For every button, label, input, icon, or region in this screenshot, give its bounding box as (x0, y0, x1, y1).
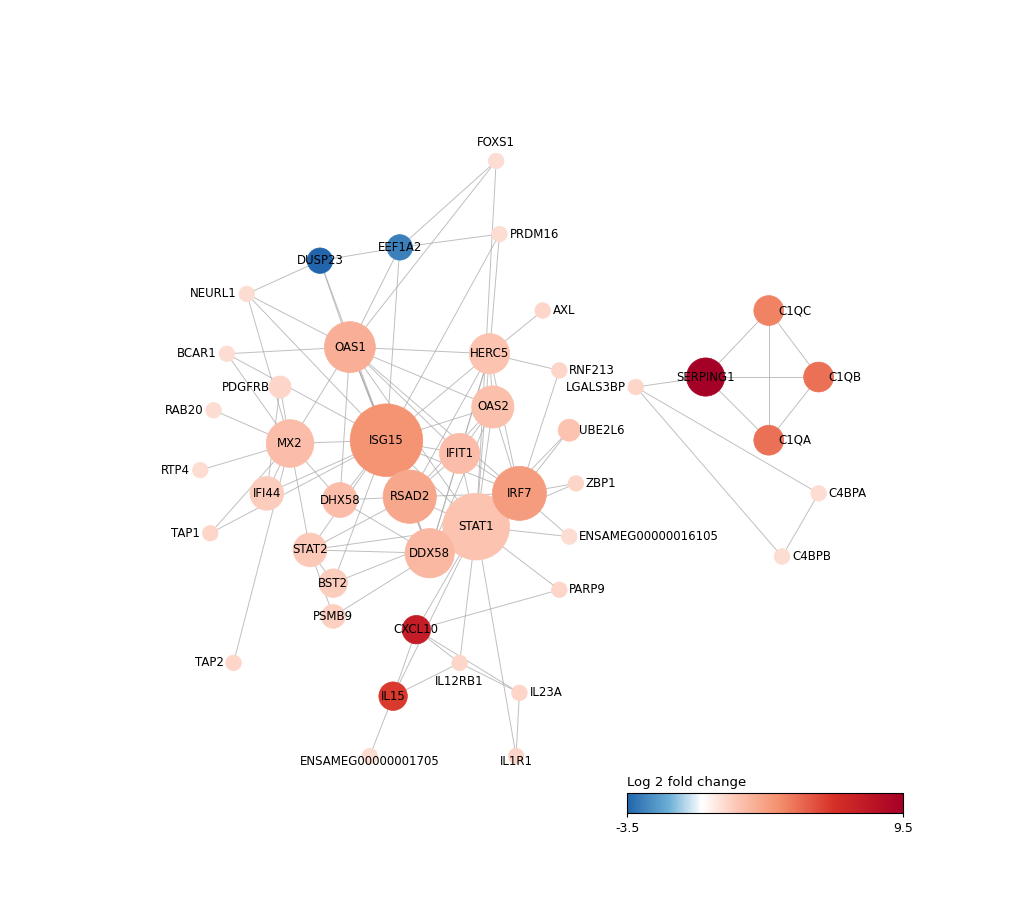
Circle shape (551, 363, 567, 378)
Text: STAT2: STAT2 (291, 543, 327, 557)
Text: BST2: BST2 (318, 577, 347, 590)
Text: RTP4: RTP4 (161, 463, 191, 477)
Circle shape (686, 358, 723, 396)
Circle shape (551, 582, 567, 597)
Text: C1QA: C1QA (777, 434, 811, 446)
Circle shape (810, 486, 825, 501)
Text: OAS2: OAS2 (477, 401, 508, 413)
Circle shape (773, 549, 789, 564)
Circle shape (319, 569, 347, 597)
Text: DDX58: DDX58 (409, 547, 449, 559)
Text: C1QC: C1QC (777, 304, 811, 317)
Circle shape (307, 248, 332, 273)
Circle shape (378, 682, 407, 710)
Circle shape (225, 656, 242, 671)
Text: PDGFRB: PDGFRB (222, 381, 270, 393)
Text: OAS1: OAS1 (333, 340, 366, 354)
Circle shape (405, 529, 453, 578)
Circle shape (383, 470, 436, 524)
Text: C1QB: C1QB (827, 371, 861, 383)
Circle shape (401, 615, 430, 644)
Text: HERC5: HERC5 (470, 348, 508, 360)
Text: SERPING1: SERPING1 (676, 371, 734, 383)
Circle shape (803, 362, 833, 392)
Circle shape (250, 477, 283, 510)
Circle shape (321, 604, 344, 629)
Circle shape (350, 404, 422, 477)
Text: PSMB9: PSMB9 (313, 610, 353, 623)
Circle shape (628, 379, 643, 395)
Circle shape (238, 286, 255, 302)
Circle shape (492, 466, 546, 520)
Circle shape (202, 525, 218, 541)
Text: DHX58: DHX58 (319, 494, 360, 506)
Text: PRDM16: PRDM16 (508, 227, 558, 241)
Text: STAT1: STAT1 (458, 520, 493, 533)
Circle shape (469, 334, 510, 374)
Text: BCAR1: BCAR1 (177, 348, 217, 360)
Circle shape (324, 321, 375, 373)
Text: EEF1A2: EEF1A2 (377, 241, 422, 254)
Text: C4BPA: C4BPA (827, 487, 866, 500)
Text: IL12RB1: IL12RB1 (435, 675, 483, 688)
Circle shape (753, 295, 783, 325)
Text: CXCL10: CXCL10 (393, 623, 438, 636)
Circle shape (292, 533, 326, 567)
Circle shape (362, 748, 377, 764)
Text: RAB20: RAB20 (165, 404, 204, 417)
Circle shape (507, 748, 524, 764)
Circle shape (219, 346, 234, 362)
Circle shape (488, 154, 503, 169)
Text: IL1R1: IL1R1 (499, 755, 532, 768)
Circle shape (471, 386, 514, 428)
Circle shape (269, 376, 290, 398)
Text: UBE2L6: UBE2L6 (579, 424, 625, 436)
Text: ZBP1: ZBP1 (585, 477, 615, 490)
Text: ISG15: ISG15 (369, 434, 404, 446)
Circle shape (206, 402, 221, 418)
Circle shape (534, 303, 550, 318)
Circle shape (266, 419, 314, 467)
Text: Log 2 fold change: Log 2 fold change (627, 776, 746, 789)
Circle shape (512, 685, 527, 700)
Text: RNF213: RNF213 (569, 364, 614, 377)
Text: MX2: MX2 (277, 437, 303, 450)
Circle shape (386, 234, 412, 260)
Text: IFI44: IFI44 (253, 487, 280, 500)
Text: RSAD2: RSAD2 (389, 490, 429, 503)
Text: PARP9: PARP9 (569, 584, 605, 596)
Text: IL23A: IL23A (529, 686, 561, 700)
Text: IFIT1: IFIT1 (445, 447, 473, 460)
Text: TAP2: TAP2 (195, 656, 223, 669)
Text: C4BPB: C4BPB (791, 550, 830, 563)
Text: AXL: AXL (552, 304, 575, 317)
Text: IRF7: IRF7 (506, 487, 532, 500)
Circle shape (491, 226, 506, 242)
Text: DUSP23: DUSP23 (297, 254, 343, 268)
Circle shape (568, 476, 583, 491)
Circle shape (560, 529, 577, 544)
Text: ENSAMEG00000001705: ENSAMEG00000001705 (300, 755, 439, 768)
Circle shape (322, 482, 357, 517)
Circle shape (442, 493, 510, 560)
Text: LGALS3BP: LGALS3BP (566, 381, 626, 393)
Text: NEURL1: NEURL1 (190, 287, 236, 301)
Circle shape (451, 656, 467, 671)
Circle shape (753, 426, 783, 455)
Circle shape (439, 434, 479, 473)
Text: ENSAMEG00000016105: ENSAMEG00000016105 (579, 530, 718, 543)
Text: FOXS1: FOXS1 (477, 136, 515, 149)
Text: IL15: IL15 (380, 690, 406, 702)
Circle shape (193, 462, 208, 478)
Text: TAP1: TAP1 (171, 527, 200, 540)
Circle shape (557, 419, 580, 441)
